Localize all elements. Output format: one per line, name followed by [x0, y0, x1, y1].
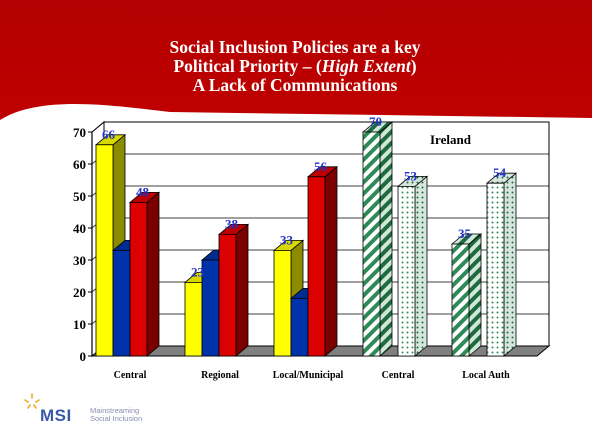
bar-side: [379, 121, 393, 357]
logo-tagline: Mainstreaming Social Inclusion: [90, 407, 142, 423]
data-label: 33: [280, 232, 294, 247]
bar: [361, 121, 394, 357]
bar-side: [414, 175, 428, 357]
logo-text: MSI: [40, 406, 72, 425]
category-label: Central: [382, 370, 415, 381]
y-tick-label: 10: [73, 317, 86, 332]
bar-front: [201, 259, 220, 357]
y-tick-label: 0: [80, 349, 87, 364]
title-emphasis: High Extent: [321, 56, 411, 76]
y-tick-label: 20: [73, 285, 86, 300]
title-line-3: A Lack of Communications: [192, 75, 398, 95]
chart-annotation: Ireland: [430, 132, 472, 147]
bar-front: [451, 243, 470, 357]
title-line-1: Social Inclusion Policies are a key: [169, 37, 421, 57]
bar-side: [146, 191, 160, 357]
category-label: Regional: [201, 370, 239, 381]
star-icon: [24, 393, 40, 409]
bar-front: [307, 176, 326, 357]
y-tick-label: 60: [73, 157, 86, 172]
bar: [306, 165, 339, 357]
y-tick-label: 30: [73, 253, 86, 268]
bar-front: [362, 131, 381, 357]
bar: [217, 223, 250, 357]
logo-tagline-1: Mainstreaming: [90, 406, 140, 415]
data-label: 23: [191, 264, 205, 279]
bar-front: [112, 249, 131, 357]
data-label: 56: [314, 159, 328, 174]
bar: [396, 175, 429, 357]
category-label: Local/Municipal: [273, 370, 344, 381]
y-tick-label: 40: [73, 221, 86, 236]
data-label: 66: [102, 127, 116, 142]
msi-logo: MSI Mainstreaming Social Inclusion: [22, 392, 192, 426]
bar-front: [95, 144, 114, 357]
data-label: 54: [493, 165, 507, 180]
title-line-2-end: ): [410, 56, 417, 76]
y-tick-label: 70: [73, 125, 86, 140]
bar-front: [218, 233, 237, 357]
category-label: Local Auth: [462, 370, 510, 381]
bar-front: [184, 281, 203, 357]
data-label: 70: [369, 114, 382, 129]
data-label: 35: [458, 226, 472, 241]
bar-front: [397, 185, 416, 357]
category-label: Central: [114, 370, 147, 381]
chart-bars: [94, 121, 518, 357]
bar-front: [290, 297, 309, 357]
data-label: 53: [404, 168, 418, 183]
chart-labels: 0 10 20 30 40 50 60 70 66 48 23 38 33 56 70 53 35 54 Centr…: [73, 114, 510, 381]
gridline-depth: [91, 121, 105, 133]
bar-front: [486, 182, 505, 357]
bar-side: [468, 233, 482, 357]
bar-side: [324, 165, 338, 357]
bar-side: [503, 172, 517, 357]
bar: [128, 191, 161, 357]
title-line-2-start: Political Priority – (: [173, 56, 322, 76]
bar-front: [129, 201, 148, 357]
y-tick-label: 50: [73, 189, 86, 204]
title-line-2: Political Priority – (High Extent): [150, 57, 440, 76]
data-label: 48: [136, 184, 150, 199]
bar-side: [235, 223, 249, 357]
bar: [450, 233, 483, 357]
bar-front: [273, 249, 292, 357]
logo-tagline-2: Social Inclusion: [90, 414, 143, 423]
data-label: 38: [225, 216, 239, 231]
bar: [485, 172, 518, 357]
